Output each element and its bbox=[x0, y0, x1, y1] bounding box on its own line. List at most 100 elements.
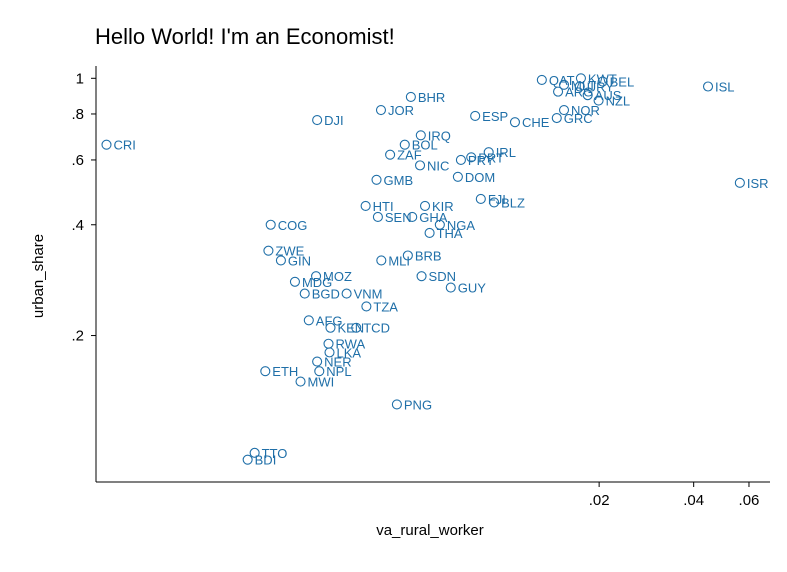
data-point-label: GMB bbox=[384, 173, 414, 188]
data-point bbox=[475, 193, 486, 205]
data-point bbox=[376, 255, 387, 266]
data-point-label: AFG bbox=[316, 313, 343, 328]
y-ticks: .2 .4 .6 .8 1 bbox=[71, 70, 96, 345]
data-point bbox=[341, 288, 352, 299]
data-point bbox=[299, 288, 310, 299]
data-point bbox=[558, 104, 570, 116]
data-point-label: PRY bbox=[468, 153, 495, 168]
data-point-label: DOM bbox=[465, 170, 495, 185]
y-tick-label: .2 bbox=[71, 328, 84, 345]
data-point-label: NPL bbox=[326, 364, 351, 379]
data-point-label: BHR bbox=[418, 90, 445, 105]
data-point-label: NGA bbox=[447, 218, 476, 233]
data-point-label: MLI bbox=[388, 253, 410, 268]
data-point bbox=[405, 91, 416, 102]
data-point bbox=[452, 171, 463, 182]
x-ticks: .02 .04 .06 bbox=[589, 482, 759, 509]
data-point-label: JOR bbox=[388, 103, 414, 118]
data-point bbox=[391, 399, 402, 410]
data-point-label: VNM bbox=[354, 287, 383, 302]
data-point bbox=[375, 104, 387, 116]
y-axis-label: urban_share bbox=[30, 234, 47, 318]
y-tick-label: 1 bbox=[76, 70, 84, 87]
data-point-label: ARG bbox=[565, 85, 593, 100]
data-point bbox=[470, 110, 481, 122]
data-point-label: TZA bbox=[373, 299, 398, 314]
data-point-label: BDI bbox=[255, 453, 277, 468]
data-point-label: GHA bbox=[419, 210, 448, 225]
data-point bbox=[385, 149, 396, 160]
data-point bbox=[402, 250, 413, 261]
data-point-label: CHE bbox=[522, 115, 550, 130]
data-point bbox=[312, 115, 323, 126]
data-point-label: ISL bbox=[715, 79, 735, 94]
data-point-label: ISR bbox=[747, 176, 769, 191]
data-point-label: NIC bbox=[427, 158, 449, 173]
data-point bbox=[295, 376, 306, 387]
data-point-label: THA bbox=[437, 226, 463, 241]
data-point-label: RWA bbox=[336, 337, 366, 352]
data-point-label: SDN bbox=[429, 269, 456, 284]
data-point bbox=[416, 271, 427, 282]
data-point bbox=[311, 271, 322, 282]
data-point-label: IRQ bbox=[428, 128, 451, 143]
data-point-label: AUS bbox=[595, 88, 622, 103]
data-point bbox=[407, 211, 418, 223]
data-point bbox=[509, 117, 521, 128]
data-point bbox=[371, 174, 382, 185]
data-point bbox=[702, 81, 714, 92]
data-point bbox=[551, 112, 562, 124]
data-point bbox=[734, 177, 745, 188]
data-point-label: GRC bbox=[564, 111, 593, 126]
data-point bbox=[582, 90, 593, 101]
data-point-label: KIR bbox=[432, 199, 454, 214]
data-point bbox=[351, 322, 362, 333]
data-point-label: ESP bbox=[482, 109, 508, 124]
data-point bbox=[323, 338, 334, 349]
data-point-label: GIN bbox=[288, 253, 311, 268]
data-point-label: TTO bbox=[262, 446, 288, 461]
data-point bbox=[314, 366, 325, 377]
data-point bbox=[466, 152, 477, 163]
data-point bbox=[415, 130, 426, 141]
chart-title: Hello World! I'm an Economist! bbox=[95, 24, 395, 49]
data-point-label: KWT bbox=[588, 71, 617, 86]
data-point-label: BOL bbox=[412, 138, 438, 153]
data-point bbox=[312, 356, 323, 367]
data-point bbox=[593, 95, 604, 106]
data-point bbox=[242, 454, 253, 465]
data-point bbox=[574, 81, 585, 92]
data-point bbox=[558, 79, 570, 90]
data-point-label: SEN bbox=[385, 210, 412, 225]
data-point bbox=[445, 282, 456, 293]
data-point bbox=[424, 227, 435, 239]
data-point bbox=[597, 76, 608, 87]
data-point-label: COG bbox=[278, 218, 308, 233]
data-point bbox=[249, 447, 260, 458]
data-point-label: FJI bbox=[488, 192, 506, 207]
data-point-label: BLZ bbox=[501, 195, 525, 210]
data-point-label: MOZ bbox=[323, 269, 352, 284]
data-point-label: NER bbox=[324, 355, 351, 370]
data-point-label: MLT bbox=[571, 78, 596, 93]
data-point bbox=[289, 276, 300, 287]
data-point bbox=[372, 211, 383, 223]
data-point bbox=[101, 139, 112, 150]
data-point-label: HTI bbox=[373, 199, 394, 214]
data-point-label: TCD bbox=[363, 321, 390, 336]
data-point-label: BRB bbox=[415, 249, 442, 264]
data-point bbox=[324, 347, 335, 358]
data-point-label: DJI bbox=[324, 113, 344, 128]
data-point-label: ZWE bbox=[275, 244, 304, 259]
data-point-label: ETH bbox=[272, 364, 298, 379]
x-tick-label: .04 bbox=[683, 492, 704, 509]
data-point bbox=[455, 154, 466, 165]
data-point bbox=[399, 139, 410, 150]
data-point-label: URY bbox=[587, 79, 615, 94]
data-point-label: MWI bbox=[308, 375, 335, 390]
data-point bbox=[536, 74, 547, 85]
data-point-label: LKA bbox=[337, 345, 362, 360]
data-point bbox=[360, 200, 371, 211]
y-tick-label: .6 bbox=[71, 152, 84, 169]
